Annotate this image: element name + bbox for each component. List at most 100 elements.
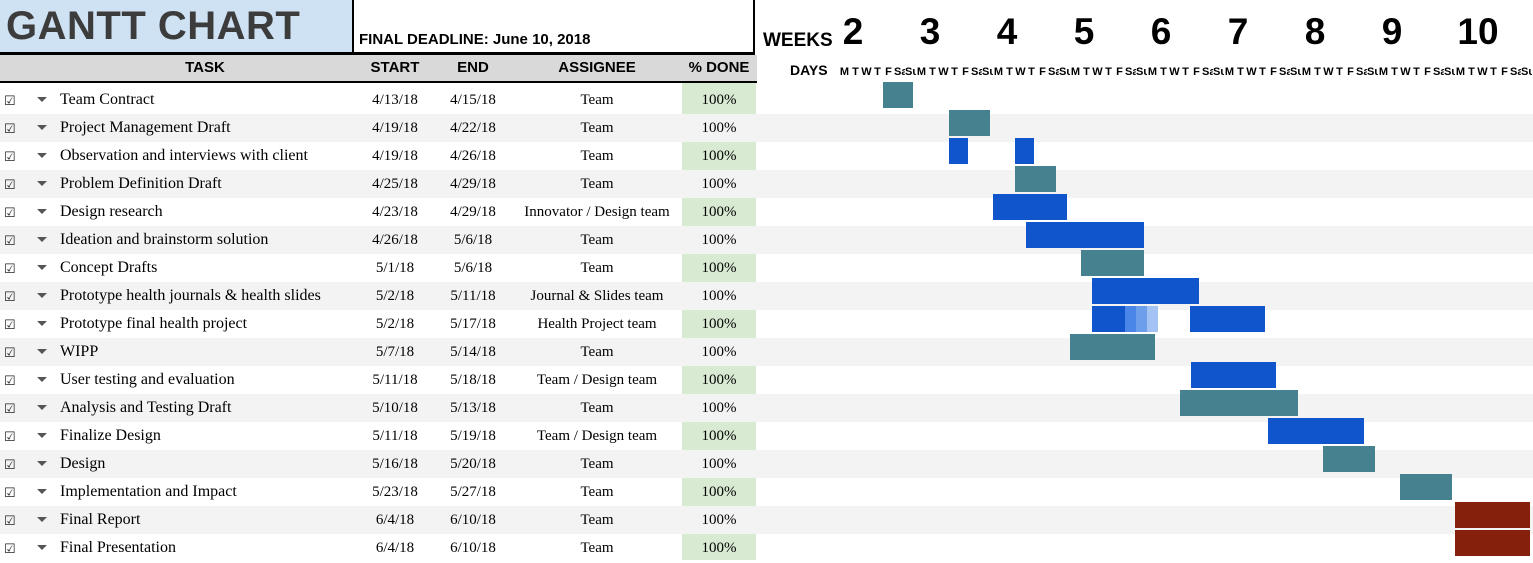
task-start[interactable]: 4/19/18 <box>372 148 418 164</box>
checkbox[interactable]: ☑ <box>4 513 16 528</box>
task-start[interactable]: 5/2/18 <box>375 316 415 332</box>
checkbox[interactable]: ☑ <box>4 93 16 108</box>
dropdown-caret-icon[interactable] <box>37 517 47 522</box>
task-end[interactable]: 4/26/18 <box>450 148 496 164</box>
task-name[interactable]: Final Presentation <box>60 539 176 556</box>
task-assignee[interactable]: Health Project team <box>537 316 657 332</box>
dropdown-caret-icon[interactable] <box>37 237 47 242</box>
task-assignee[interactable]: Team <box>580 540 614 556</box>
dropdown-caret-icon[interactable] <box>37 97 47 102</box>
task-start[interactable]: 5/1/18 <box>375 260 415 276</box>
task-name[interactable]: Implementation and Impact <box>60 483 237 500</box>
task-end[interactable]: 4/15/18 <box>450 92 496 108</box>
task-assignee[interactable]: Team <box>580 456 614 472</box>
gantt-bar[interactable] <box>1455 530 1530 556</box>
task-percent-done[interactable]: 100% <box>701 288 737 304</box>
checkbox[interactable]: ☑ <box>4 457 16 472</box>
gantt-bar[interactable] <box>1191 362 1276 388</box>
task-end[interactable]: 5/19/18 <box>450 428 496 444</box>
task-end[interactable]: 5/6/18 <box>453 260 493 276</box>
dropdown-caret-icon[interactable] <box>37 209 47 214</box>
task-assignee[interactable]: Team <box>580 260 614 276</box>
header-task[interactable]: TASK <box>185 59 225 76</box>
task-percent-done[interactable]: 100% <box>701 512 737 528</box>
dropdown-caret-icon[interactable] <box>37 405 47 410</box>
task-end[interactable]: 5/17/18 <box>450 316 496 332</box>
task-percent-done[interactable]: 100% <box>701 148 737 164</box>
task-percent-done[interactable]: 100% <box>701 540 737 556</box>
gantt-bar[interactable] <box>1081 250 1144 276</box>
task-percent-done[interactable]: 100% <box>701 176 737 192</box>
checkbox[interactable]: ☑ <box>4 121 16 136</box>
task-start[interactable]: 5/16/18 <box>372 456 418 472</box>
task-assignee[interactable]: Team <box>580 148 614 164</box>
task-start[interactable]: 4/26/18 <box>372 232 418 248</box>
header-end[interactable]: END <box>457 59 489 76</box>
task-percent-done[interactable]: 100% <box>701 204 737 220</box>
task-name[interactable]: Concept Drafts <box>60 259 158 276</box>
gantt-bar[interactable] <box>1136 306 1147 332</box>
task-name[interactable]: Observation and interviews with client <box>60 147 308 164</box>
task-name[interactable]: Prototype health journals & health slide… <box>60 287 321 304</box>
gantt-bar[interactable] <box>883 82 913 108</box>
gantt-bar[interactable] <box>949 138 968 164</box>
gantt-bar[interactable] <box>1268 418 1364 444</box>
task-percent-done[interactable]: 100% <box>701 92 737 108</box>
task-end[interactable]: 5/27/18 <box>450 484 496 500</box>
task-start[interactable]: 4/19/18 <box>372 120 418 136</box>
gantt-bar[interactable] <box>1455 502 1530 528</box>
task-end[interactable]: 4/29/18 <box>450 204 496 220</box>
task-assignee[interactable]: Team <box>580 92 614 108</box>
dropdown-caret-icon[interactable] <box>37 181 47 186</box>
task-percent-done[interactable]: 100% <box>701 372 737 388</box>
task-name[interactable]: Final Report <box>60 511 141 528</box>
task-assignee[interactable]: Journal & Slides team <box>530 288 664 304</box>
dropdown-caret-icon[interactable] <box>37 321 47 326</box>
task-assignee[interactable]: Team <box>580 232 614 248</box>
task-end[interactable]: 5/14/18 <box>450 344 496 360</box>
checkbox[interactable]: ☑ <box>4 233 16 248</box>
task-start[interactable]: 5/23/18 <box>372 484 418 500</box>
task-start[interactable]: 5/11/18 <box>372 428 418 444</box>
task-name[interactable]: Analysis and Testing Draft <box>60 399 232 416</box>
task-end[interactable]: 6/10/18 <box>450 512 496 528</box>
task-percent-done[interactable]: 100% <box>701 316 737 332</box>
task-name[interactable]: Finalize Design <box>60 427 161 444</box>
task-name[interactable]: Prototype final health project <box>60 315 248 332</box>
task-assignee[interactable]: Team / Design team <box>536 372 658 388</box>
dropdown-caret-icon[interactable] <box>37 125 47 130</box>
task-end[interactable]: 6/10/18 <box>450 540 496 556</box>
task-start[interactable]: 4/23/18 <box>372 204 418 220</box>
checkbox[interactable]: ☑ <box>4 289 16 304</box>
task-name[interactable]: Design research <box>60 203 163 220</box>
checkbox[interactable]: ☑ <box>4 429 16 444</box>
gantt-bar[interactable] <box>1070 334 1155 360</box>
task-name[interactable]: WIPP <box>60 343 99 360</box>
gantt-bar[interactable] <box>1015 166 1056 192</box>
task-name[interactable]: Design <box>60 455 106 472</box>
task-end[interactable]: 5/13/18 <box>450 400 496 416</box>
dropdown-caret-icon[interactable] <box>37 461 47 466</box>
checkbox[interactable]: ☑ <box>4 345 16 360</box>
gantt-bar[interactable] <box>1015 138 1034 164</box>
task-end[interactable]: 5/11/18 <box>450 288 496 304</box>
task-percent-done[interactable]: 100% <box>701 344 737 360</box>
task-start[interactable]: 6/4/18 <box>375 512 415 528</box>
dropdown-caret-icon[interactable] <box>37 433 47 438</box>
gantt-bar[interactable] <box>1125 306 1136 332</box>
task-start[interactable]: 5/7/18 <box>375 344 415 360</box>
task-end[interactable]: 4/22/18 <box>450 120 496 136</box>
task-percent-done[interactable]: 100% <box>701 428 737 444</box>
task-percent-done[interactable]: 100% <box>701 484 737 500</box>
dropdown-caret-icon[interactable] <box>37 265 47 270</box>
dropdown-caret-icon[interactable] <box>37 349 47 354</box>
gantt-bar[interactable] <box>993 194 1067 220</box>
checkbox[interactable]: ☑ <box>4 401 16 416</box>
checkbox[interactable]: ☑ <box>4 149 16 164</box>
gantt-bar[interactable] <box>1026 222 1144 248</box>
task-end[interactable]: 4/29/18 <box>450 176 496 192</box>
task-percent-done[interactable]: 100% <box>701 260 737 276</box>
task-name[interactable]: Project Management Draft <box>60 119 231 136</box>
task-start[interactable]: 5/10/18 <box>372 400 418 416</box>
gantt-bar[interactable] <box>1092 306 1125 332</box>
